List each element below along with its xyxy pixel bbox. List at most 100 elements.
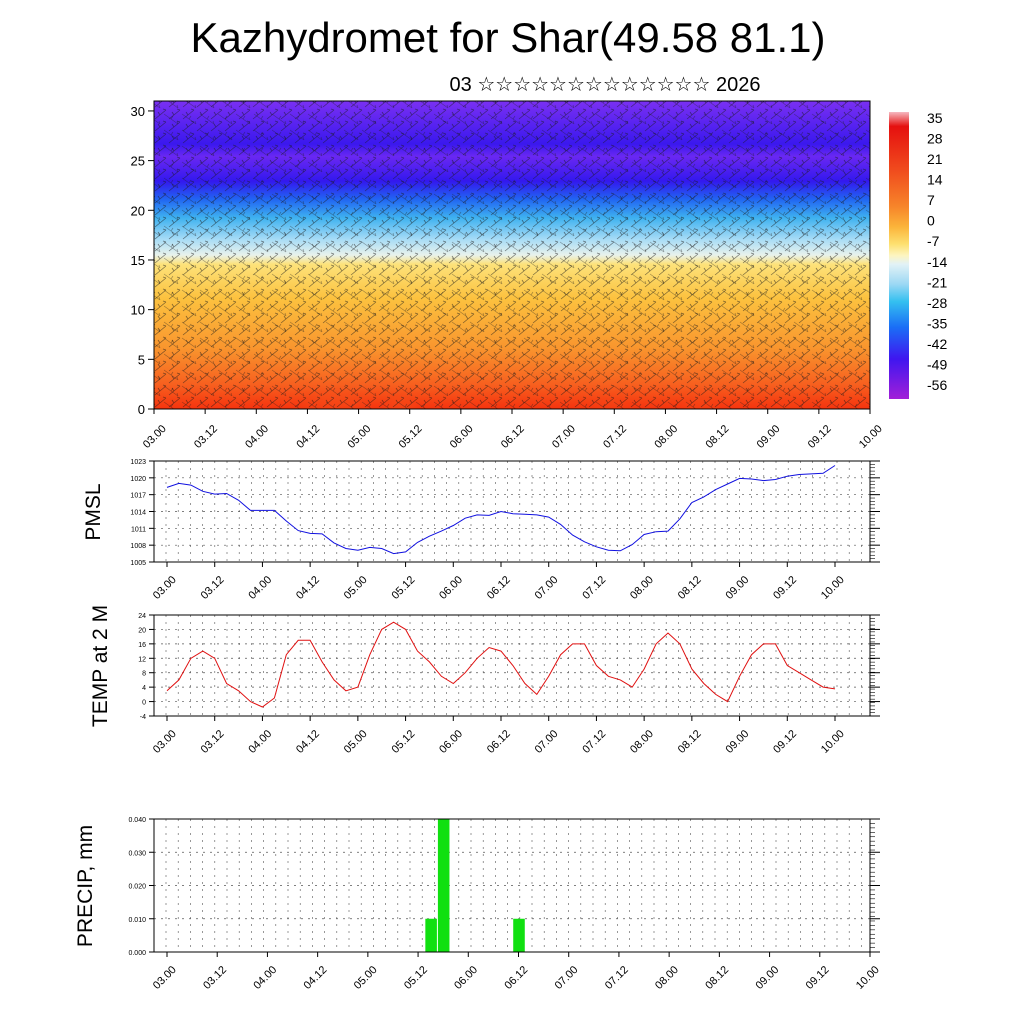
y-tick-label: 0.000 xyxy=(128,950,146,957)
precip-y-axis: 0.000 0.010 0.020 0.030 0.040 xyxy=(128,817,880,957)
x-tick-label: 04.00 xyxy=(246,728,274,756)
precip-bar xyxy=(425,918,437,952)
x-tick-label: 07.00 xyxy=(533,728,561,756)
pmsl-y-axis: 1005 1008 1011 1014 1017 1020 1023 xyxy=(130,459,880,567)
x-tick-label: 05.00 xyxy=(342,574,370,602)
x-tick-label: 03.12 xyxy=(199,728,227,756)
x-tick-label: 05.00 xyxy=(345,423,373,451)
colorbar-label: -21 xyxy=(927,274,947,290)
x-tick-label: 03.12 xyxy=(199,574,227,602)
x-tick-label: 03.00 xyxy=(141,423,169,451)
y-tick-label: 25 xyxy=(131,154,145,169)
precip-bar xyxy=(437,819,450,952)
x-tick-label: 10.00 xyxy=(819,574,847,602)
x-tick-label: 07.12 xyxy=(580,728,608,756)
precip-x-axis: 03.00 03.12 04.00 04.12 05.00 05.12 06.00 06.12… xyxy=(151,952,882,992)
temp-series xyxy=(166,621,836,708)
x-tick-label: 09.12 xyxy=(771,728,799,756)
y-tick-label: 1023 xyxy=(130,459,146,466)
x-tick-label: 03.12 xyxy=(201,964,229,992)
x-tick-label: 04.12 xyxy=(294,728,322,756)
colorbar-label: -28 xyxy=(927,295,947,311)
colorbar-label: 35 xyxy=(927,110,943,126)
x-tick-label: 04.12 xyxy=(294,423,322,451)
y-tick-label: 16 xyxy=(138,642,146,649)
colorbar-label: 21 xyxy=(927,151,943,167)
precip-panel: PRECIP, mm 0.000 0.010 0.020 0.030 0.040 03.… xyxy=(74,817,882,992)
x-tick-label: 09.00 xyxy=(723,574,751,602)
x-tick-label: 06.00 xyxy=(437,728,465,756)
temp-panel: TEMP at 2 M -4 0 4 8 12 16 20 24 03.00 03.12 04.0… xyxy=(89,605,880,756)
pmsl-grid xyxy=(154,461,870,562)
x-tick-label: 10.00 xyxy=(857,423,885,451)
colorbar-label: -7 xyxy=(927,233,940,249)
precip-grid xyxy=(154,819,870,952)
y-tick-label: 24 xyxy=(138,613,146,620)
y-tick-label: 20 xyxy=(131,203,145,218)
x-tick-label: 03.12 xyxy=(192,423,220,451)
x-tick-label: 05.12 xyxy=(397,423,425,451)
heatmap-y-axis: 0 5 10 15 20 25 30 xyxy=(131,104,154,417)
x-tick-label: 05.12 xyxy=(402,964,430,992)
x-tick-label: 05.00 xyxy=(342,728,370,756)
x-tick-label: 04.12 xyxy=(302,964,330,992)
temp-x-axis: 03.00 03.12 04.00 04.12 05.00 05.12 06.00 06.12… xyxy=(151,716,847,756)
x-tick-label: 08.12 xyxy=(676,574,704,602)
x-tick-label: 09.00 xyxy=(753,964,781,992)
temp-grid xyxy=(154,615,870,716)
y-tick-label: 0.020 xyxy=(128,884,146,891)
pmsl-x-axis: 03.00 03.12 04.00 04.12 05.00 05.12 06.00 06.12… xyxy=(151,562,847,602)
temp-axis-label: TEMP at 2 M xyxy=(89,605,112,727)
x-tick-label: 03.00 xyxy=(151,728,179,756)
x-tick-label: 08.00 xyxy=(653,964,681,992)
temp-y-axis: -4 0 4 8 12 16 20 24 xyxy=(138,613,880,721)
x-tick-label: 06.12 xyxy=(485,728,513,756)
x-tick-label: 08.12 xyxy=(676,728,704,756)
x-tick-label: 07.12 xyxy=(580,574,608,602)
precip-axis-label: PRECIP, mm xyxy=(74,825,97,947)
y-tick-label: 12 xyxy=(138,656,146,663)
y-tick-label: 1014 xyxy=(130,510,146,517)
x-tick-label: 05.12 xyxy=(389,574,417,602)
x-tick-label: 08.00 xyxy=(652,423,680,451)
y-tick-label: 1020 xyxy=(130,476,146,483)
x-tick-label: 08.12 xyxy=(703,423,731,451)
x-tick-label: 05.00 xyxy=(352,964,380,992)
x-tick-label: 07.00 xyxy=(553,964,581,992)
chart-subtitle: 03 ☆☆☆☆☆☆☆☆☆☆☆☆☆ 2026 xyxy=(449,74,761,96)
y-tick-label: 5 xyxy=(138,352,145,367)
heatmap-panel: 0 5 10 15 20 25 30 03.00 03.12 04.00 04.12 05.00 05… xyxy=(131,100,885,451)
y-tick-label: 0.010 xyxy=(128,917,146,924)
x-tick-label: 09.12 xyxy=(806,423,834,451)
x-tick-label: 07.12 xyxy=(601,423,629,451)
x-tick-label: 04.00 xyxy=(246,574,274,602)
colorbar-label: 14 xyxy=(927,172,943,188)
x-tick-label: 04.00 xyxy=(243,423,271,451)
x-tick-label: 09.12 xyxy=(771,574,799,602)
y-tick-label: 4 xyxy=(142,685,146,692)
colorbar-label: 0 xyxy=(927,213,935,229)
colorbar-label: -49 xyxy=(927,356,947,372)
x-tick-label: 09.00 xyxy=(755,423,783,451)
x-tick-label: 03.00 xyxy=(151,574,179,602)
colorbar-label: -56 xyxy=(927,377,947,393)
x-tick-label: 07.00 xyxy=(533,574,561,602)
colorbar: 35 28 21 14 7 0 -7 -14 -21 -28 -35 -42 -49 -56 xyxy=(889,110,947,399)
colorbar-label: -35 xyxy=(927,315,947,331)
y-tick-label: 1008 xyxy=(130,543,146,550)
x-tick-label: 06.00 xyxy=(452,964,480,992)
x-tick-label: 04.12 xyxy=(294,574,322,602)
y-tick-label: 8 xyxy=(142,671,146,678)
x-tick-label: 06.12 xyxy=(502,964,530,992)
y-tick-label: 1005 xyxy=(130,560,146,567)
x-tick-label: 07.12 xyxy=(603,964,631,992)
x-tick-label: 08.12 xyxy=(703,964,731,992)
temp-line xyxy=(166,621,836,708)
colorbar-label: 28 xyxy=(927,131,943,147)
pmsl-line xyxy=(166,465,836,555)
y-tick-label: 0 xyxy=(142,700,146,707)
x-tick-label: 09.12 xyxy=(804,964,832,992)
y-tick-label: 0.030 xyxy=(128,850,146,857)
